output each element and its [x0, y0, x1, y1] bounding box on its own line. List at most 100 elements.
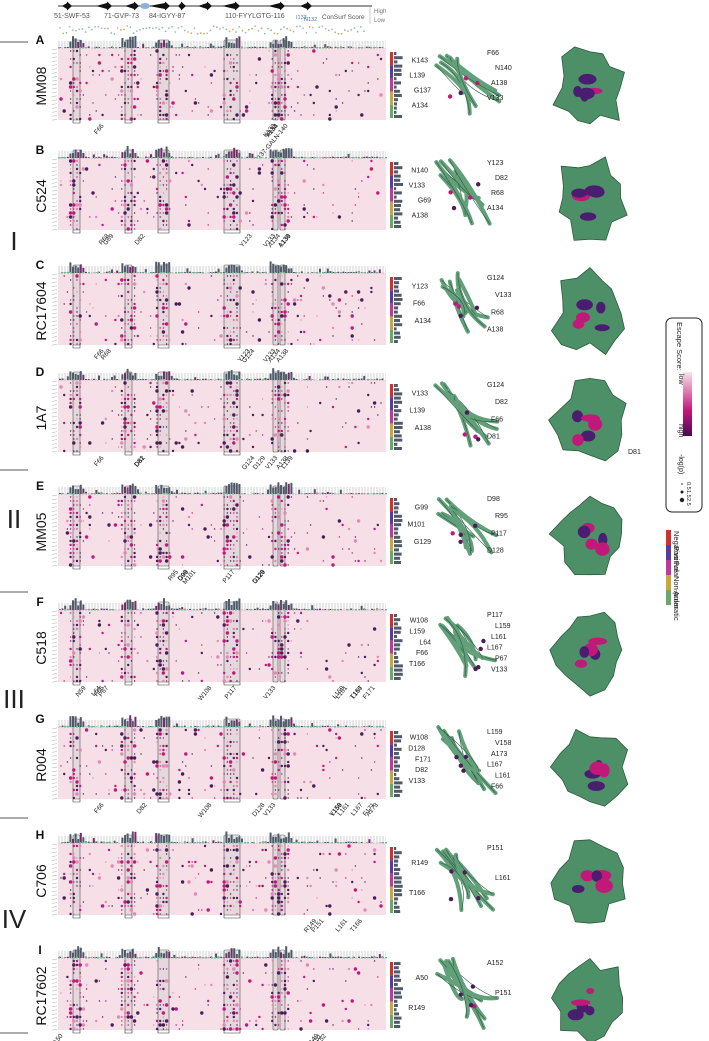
- escape-dot: [123, 310, 127, 314]
- escape-dot: [233, 524, 235, 526]
- escape-bar: [124, 41, 126, 48]
- escape-dot: [226, 70, 229, 72]
- escape-dot: [155, 631, 159, 635]
- escape-dot: [225, 884, 230, 888]
- right-bar: [394, 785, 401, 789]
- highlight-column: [279, 264, 286, 346]
- escape-dot: [159, 789, 161, 791]
- escape-dot: [287, 343, 289, 345]
- baseline-marker: [157, 157, 159, 159]
- escape-dot: [299, 611, 303, 615]
- escape-dot: [236, 516, 238, 518]
- escape-dot: [92, 885, 94, 887]
- row-tick: [51, 1021, 58, 1023]
- escape-dot: [207, 168, 209, 170]
- escape-dot: [127, 508, 129, 510]
- highlight-column: [272, 371, 279, 453]
- escape-dot: [261, 398, 264, 400]
- escape-dot: [181, 864, 184, 868]
- escape-bar: [352, 378, 355, 380]
- escape-dot: [72, 159, 76, 163]
- beta-strand: [434, 160, 474, 226]
- escape-dot: [159, 869, 161, 871]
- escape-dot: [194, 877, 197, 879]
- row-tick: [51, 970, 58, 972]
- escape-dot: [133, 311, 136, 313]
- escape-bar: [105, 493, 108, 494]
- escape-dot: [303, 204, 305, 206]
- escape-dot: [69, 905, 72, 907]
- baseline-marker: [229, 379, 231, 381]
- escape-bar: [79, 264, 82, 273]
- antibody-name: RC17602: [33, 966, 49, 1025]
- right-bar: [394, 901, 398, 905]
- escape-dot: [229, 406, 232, 408]
- escape-dot: [120, 499, 124, 503]
- baseline-marker: [349, 47, 351, 49]
- escape-bar: [326, 841, 329, 843]
- escape-dot: [73, 295, 75, 297]
- escape-dot: [162, 224, 165, 226]
- escape-dot: [75, 306, 79, 310]
- baseline-marker: [265, 842, 267, 844]
- escape-dot: [271, 877, 273, 879]
- escape-dot: [124, 386, 126, 388]
- escape-bar: [300, 271, 303, 273]
- escape-dot: [180, 330, 185, 334]
- escape-dot: [287, 845, 289, 847]
- escape-dot: [146, 893, 149, 895]
- escape-bar: [77, 722, 80, 727]
- class-strip: [390, 329, 393, 343]
- escape-bar: [178, 157, 181, 158]
- escape-bar: [118, 493, 121, 494]
- baseline-marker: [346, 272, 348, 274]
- right-bar: [394, 614, 398, 617]
- row-tick: [51, 95, 58, 97]
- escape-bar: [233, 265, 236, 273]
- escape-dot: [124, 905, 126, 907]
- escape-dot: [350, 314, 354, 318]
- escape-dot: [75, 780, 79, 784]
- escape-dot: [213, 418, 216, 420]
- escape-dot: [121, 504, 123, 506]
- escape-dot: [75, 393, 79, 397]
- escape-bar: [355, 841, 358, 843]
- row-tick: [51, 186, 58, 188]
- escape-dot: [293, 110, 296, 112]
- escape-dot: [281, 299, 283, 301]
- escape-dot: [164, 298, 169, 302]
- escape-dot: [283, 619, 287, 623]
- escape-dot: [155, 405, 159, 409]
- escape-dot: [286, 61, 290, 65]
- escape-dot: [130, 199, 133, 203]
- escape-bar: [134, 485, 137, 494]
- escape-dot: [222, 417, 226, 421]
- escape-dot: [133, 73, 136, 77]
- escape-dot: [277, 110, 280, 112]
- escape-dot: [69, 551, 72, 555]
- escape-bar: [280, 838, 282, 843]
- escape-dot: [239, 792, 242, 796]
- structure-residue-label: M101: [407, 522, 425, 529]
- escape-dot: [72, 211, 76, 215]
- baseline-marker: [151, 609, 153, 611]
- structure-residue-label: A138: [415, 425, 431, 432]
- escape-dot: [273, 187, 278, 191]
- escape-dot: [191, 753, 193, 755]
- escape-dot: [369, 167, 374, 171]
- escape-dot: [149, 410, 152, 412]
- escape-dot: [126, 227, 130, 231]
- escape-bar: [217, 153, 220, 158]
- escape-dot: [111, 749, 113, 751]
- escape-dot: [306, 532, 309, 534]
- escape-dot: [287, 615, 290, 619]
- escape-dot: [69, 208, 72, 210]
- escape-bar: [137, 841, 139, 843]
- escape-dot: [75, 77, 79, 81]
- escape-dot: [233, 394, 235, 396]
- escape-dot: [127, 789, 129, 791]
- structure-residue-label: R149: [411, 860, 428, 867]
- escape-dot: [69, 102, 72, 104]
- escape-dot: [229, 861, 232, 863]
- escape-bar: [209, 379, 212, 380]
